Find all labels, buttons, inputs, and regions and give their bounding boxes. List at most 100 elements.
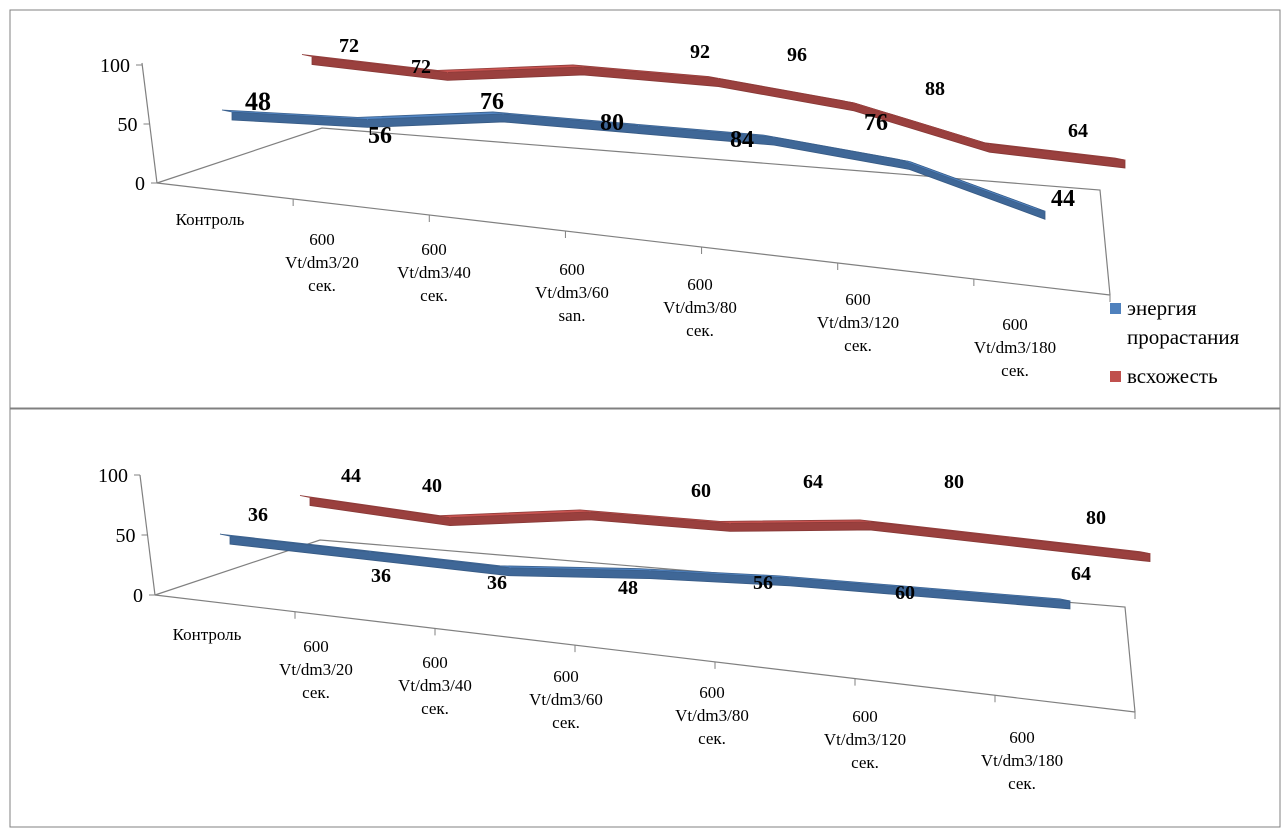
data-label-series-1: 48 [245, 87, 271, 116]
series-1-point [909, 160, 910, 162]
x-tick-label-line: 600 [422, 653, 448, 672]
data-label-series-2: 72 [411, 56, 431, 78]
x-tick-label-line: сек. [302, 683, 330, 702]
series-1-point [638, 125, 639, 127]
x-tick-label: 600 Vt/dm3/40 сек. [398, 653, 472, 718]
y-tick-label: 0 [135, 173, 145, 195]
y-tick-label: 100 [100, 55, 130, 77]
x-tick-label: 600 Vt/dm3/180 сек. [981, 728, 1063, 793]
x-tick-label-line: Контроль [173, 625, 242, 644]
chart-1: 0 50 100 Контроль 600 Vt/dm3/20 сек. 600 Vt/dm3/… [100, 35, 1240, 388]
x-tick-label: 600 Vt/dm3/180 сек. [974, 315, 1056, 380]
data-label-series-2: 80 [944, 471, 964, 493]
legend-label: прорастания [1127, 325, 1240, 349]
data-label-series-1: 56 [368, 123, 392, 149]
x-tick-label-line: Vt/dm3/60 [529, 690, 603, 709]
x-tick-label-line: сек. [308, 276, 336, 295]
x-axis-line [156, 182, 1111, 296]
series-1-point [1069, 600, 1071, 602]
series-1-point [649, 570, 651, 572]
x-tick-label-line: Vt/dm3/20 [279, 660, 353, 679]
x-tick-label: 600 Vt/dm3/20 сек. [279, 637, 353, 702]
data-label-series-1: 48 [618, 577, 638, 599]
x-tick-label-line: Контроль [176, 210, 245, 229]
legend-label: энергия [1127, 296, 1197, 320]
series-1-point [367, 118, 368, 120]
series-ribbon-side-1 [229, 535, 1071, 610]
legend: энергия прорастания всхожесть [1110, 296, 1240, 388]
data-label-series-2: 92 [690, 41, 710, 63]
data-label-series-1: 44 [1051, 186, 1075, 212]
x-tick-label-line: Vt/dm3/120 [824, 730, 906, 749]
x-tick-label-line: 600 [1009, 728, 1035, 747]
x-tick-label: 600 Vt/dm3/80 сек. [675, 683, 749, 748]
x-tick-label-line: 600 [699, 683, 725, 702]
x-tick-label-line: Vt/dm3/60 [535, 283, 609, 302]
series-2-point [447, 71, 448, 73]
x-tick-label-line: сек. [698, 729, 726, 748]
x-tick-label: 600 Vt/dm3/60 san. [535, 260, 609, 325]
legend-label: всхожесть [1127, 364, 1218, 388]
y-tick-label: 50 [116, 525, 136, 547]
series-1-point [502, 113, 504, 115]
chart-1-frame [9, 9, 1281, 409]
data-label-series-2: 64 [1068, 120, 1088, 142]
data-label-series-1: 36 [487, 572, 507, 594]
x-tick-label: 600 Vt/dm3/20 сек. [285, 230, 359, 295]
x-tick-label-line: сек. [1001, 361, 1029, 380]
x-tick-label-line: сек. [552, 713, 580, 732]
x-tick-label-line: 600 [421, 240, 447, 259]
data-label-series-1: 76 [864, 110, 888, 136]
x-tick-label-line: Vt/dm3/120 [817, 313, 899, 332]
data-label-series-2: 72 [339, 35, 359, 57]
x-tick-label-line: Vt/dm3/180 [974, 338, 1056, 357]
series-1-point [929, 588, 931, 590]
x-tick-label-line: Vt/dm3/180 [981, 751, 1063, 770]
legend-swatch [1110, 303, 1121, 314]
data-label-series-2: 40 [422, 475, 442, 497]
data-label-series-2: 64 [803, 471, 823, 493]
series-2-point [1124, 159, 1126, 161]
data-label-series-1: 36 [371, 565, 391, 587]
series-2-point [869, 521, 871, 523]
series-ribbon-side-2 [309, 497, 1151, 563]
series-2-point [1149, 553, 1151, 555]
x-tick-label-line: 600 [687, 275, 713, 294]
series-1-point [231, 111, 233, 113]
x-tick-label-line: Vt/dm3/40 [398, 676, 472, 695]
x-tick-label-line: сек. [420, 286, 448, 305]
x-axis-line [154, 594, 1136, 713]
x-tick-label-line: 600 [309, 230, 335, 249]
series-2-point [718, 78, 719, 80]
chart-2: 0 50 100 Контроль 600 Vt/dm3/20 сек. 600 Vt/dm3/… [98, 465, 1151, 793]
x-tick-label-line: 600 [845, 290, 871, 309]
series-2-point [729, 522, 731, 524]
x-tick-label-line: Vt/dm3/40 [397, 263, 471, 282]
x-tick-label-line: Vt/dm3/80 [663, 298, 737, 317]
x-tick-label-line: Vt/dm3/80 [675, 706, 749, 725]
series-2-point [309, 496, 311, 498]
data-label-series-2: 96 [787, 44, 807, 66]
x-tick-label-line: сек. [421, 699, 449, 718]
series-2-point [589, 511, 591, 513]
series-1-point [369, 551, 371, 553]
series-2-point [1009, 537, 1011, 539]
data-label-series-2: 88 [925, 78, 945, 100]
x-tick-label: Контроль [173, 625, 242, 644]
series-1-point [509, 567, 511, 569]
x-tick-label-line: 600 [1002, 315, 1028, 334]
x-tick-label: Контроль [176, 210, 245, 229]
series-2-point [311, 56, 313, 58]
x-tick-label-line: сек. [686, 321, 714, 340]
series-1-point [789, 577, 791, 579]
y-tick-label: 100 [98, 465, 128, 487]
series-1-point [773, 136, 775, 138]
y-axis-line [141, 62, 158, 184]
series-1-point [229, 535, 231, 537]
data-label-series-1: 36 [248, 504, 268, 526]
x-tick-label-line: сек. [1008, 774, 1036, 793]
data-label-series-1: 56 [753, 572, 773, 594]
x-tick-label-line: 600 [559, 260, 585, 279]
x-tick-label: 600 Vt/dm3/120 сек. [824, 707, 906, 772]
x-tick-label: 600 Vt/dm3/80 сек. [663, 275, 737, 340]
